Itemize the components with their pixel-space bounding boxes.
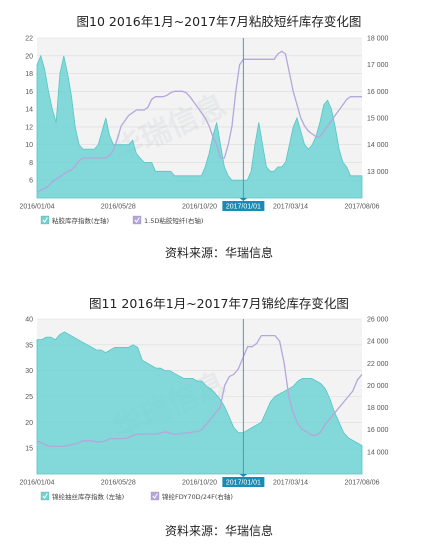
x-tick-label: 2016/01/04: [19, 204, 54, 211]
x-highlight-label: 2017/01/01: [226, 480, 261, 487]
x-tick-label: 2017/03/14: [273, 480, 308, 487]
series-line-1: [36, 334, 363, 447]
legend-label: 1.5D粘胶短纤(右轴): [144, 216, 203, 225]
x-axis: 2016/01/04 2016/05/28 2016/10/20 2017/01/01…: [19, 477, 380, 487]
x-tick-label: 2017/08/06: [344, 480, 379, 487]
x-highlight-label: 2017/01/01: [226, 204, 261, 211]
left-tick-label: 20: [25, 420, 33, 427]
left-tick-label: 30: [25, 368, 33, 375]
crosshair-pointer: [239, 474, 248, 477]
right-tick-label: 18 000: [367, 36, 389, 43]
left-axis: 40 35 30 25 20 15: [25, 317, 33, 453]
left-tick-label: 18: [25, 71, 33, 78]
legend-check-icon: [152, 493, 158, 499]
right-tick-label: 13 000: [367, 169, 389, 176]
right-tick-label: 22 000: [367, 361, 389, 368]
legend-swatch: [132, 215, 142, 225]
x-highlight-box: [222, 201, 265, 211]
right-tick-label: 15 000: [367, 116, 389, 123]
right-tick-label: 17 000: [367, 62, 389, 69]
figure-title-2: 图11 2016年1月~2017年7月锦纶库存变化图: [89, 296, 349, 311]
right-tick-label: 20 000: [367, 383, 389, 390]
right-axis: 18 000 17 000 16 000 15 000 14 000 13 000: [367, 36, 389, 176]
legend-swatch: [40, 491, 50, 501]
right-tick-label: 18 000: [367, 405, 389, 412]
x-axis: 2016/01/04 2016/05/28 2016/10/20 2017/01/01…: [19, 201, 380, 211]
left-tick-label: 14: [25, 107, 33, 114]
source-note-1: 资料来源：华瑞信息: [164, 246, 273, 260]
legend-swatch: [40, 215, 50, 225]
right-tick-label: 24 000: [367, 339, 389, 346]
x-tick-label: 2016/05/28: [101, 204, 136, 211]
left-tick-label: 16: [25, 89, 33, 96]
left-axis: 22 20 18 16 14 12 10 8 6: [25, 36, 33, 185]
series-line-1: [36, 50, 362, 194]
legend-label: 粘胶库存指数(左轴): [52, 216, 109, 225]
right-tick-label: 16 000: [367, 89, 389, 96]
legend-check-icon: [42, 493, 48, 499]
left-tick-label: 10: [25, 142, 33, 149]
x-tick-label: 2016/01/04: [19, 480, 54, 487]
legend-label: 锦纶抽丝库存指数 (左轴): [52, 492, 124, 501]
x-tick-label: 2016/10/20: [182, 204, 217, 211]
legend-label: 锦纶FDY70D/24F(右轴): [162, 492, 233, 501]
x-tick-label: 2016/10/20: [182, 480, 217, 487]
left-tick-label: 6: [29, 178, 33, 185]
right-tick-label: 14 000: [367, 449, 389, 456]
x-tick-label: 2017/03/14: [273, 204, 308, 211]
chart-viscose-inventory: 22 20 18 16 14 12 10 8 6 18 000 17 000 16 000 15 000…: [19, 36, 389, 226]
legend-swatch: [150, 491, 160, 501]
right-axis: 26 000 24 000 22 000 20 000 18 000 16 000 14 0…: [367, 317, 389, 457]
x-tick-label: 2016/05/28: [101, 480, 136, 487]
left-tick-label: 40: [25, 317, 33, 324]
left-tick-label: 12: [25, 124, 33, 131]
right-tick-label: 26 000: [367, 317, 389, 324]
left-tick-label: 15: [25, 446, 33, 453]
left-tick-label: 35: [25, 342, 33, 349]
legend-check-icon: [134, 217, 140, 223]
series-area-0: [36, 54, 363, 199]
right-tick-label: 16 000: [367, 427, 389, 434]
x-tick-label: 2017/08/06: [344, 204, 379, 211]
x-highlight-box: [222, 477, 265, 487]
source-note-2: 资料来源：华瑞信息: [164, 524, 273, 538]
left-tick-label: 8: [29, 160, 33, 167]
chart-nylon-inventory: 40 35 30 25 20 15 26 000 24 000 22 000 20 000 18 0…: [19, 317, 389, 502]
left-tick-label: 20: [25, 53, 33, 60]
right-tick-label: 14 000: [367, 142, 389, 149]
left-tick-label: 25: [25, 394, 33, 401]
figure-title-1: 图10 2016年1月~2017年7月粘胶短纤库存变化图: [76, 14, 362, 29]
legend-check-icon: [42, 217, 48, 223]
crosshair-pointer: [239, 198, 248, 201]
left-tick-label: 22: [25, 36, 33, 43]
